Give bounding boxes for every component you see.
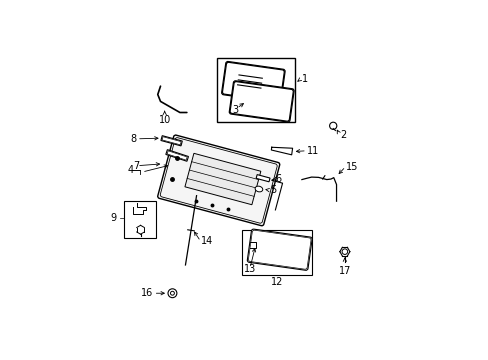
- Text: 5: 5: [269, 185, 276, 195]
- Text: 10: 10: [158, 115, 170, 125]
- Text: 13: 13: [244, 264, 256, 274]
- FancyBboxPatch shape: [158, 135, 279, 226]
- Bar: [165, 150, 188, 161]
- FancyBboxPatch shape: [230, 82, 293, 121]
- Bar: [167, 151, 187, 160]
- Text: 16: 16: [141, 288, 153, 298]
- Text: 1: 1: [301, 74, 307, 84]
- Text: 15: 15: [346, 162, 358, 172]
- Bar: [217, 58, 294, 122]
- FancyBboxPatch shape: [248, 230, 310, 269]
- Text: 9: 9: [110, 213, 117, 223]
- Bar: [123, 201, 155, 238]
- Bar: [161, 136, 182, 146]
- Text: 12: 12: [270, 277, 283, 287]
- FancyBboxPatch shape: [222, 62, 284, 102]
- Text: 3: 3: [232, 105, 238, 115]
- FancyBboxPatch shape: [160, 138, 277, 223]
- FancyBboxPatch shape: [229, 81, 293, 122]
- FancyBboxPatch shape: [247, 229, 311, 270]
- Text: 4: 4: [127, 165, 133, 175]
- Bar: [241, 230, 312, 275]
- Bar: [184, 153, 260, 205]
- Bar: [256, 175, 269, 182]
- Text: 6: 6: [275, 174, 281, 184]
- Bar: [162, 137, 181, 145]
- Ellipse shape: [255, 186, 262, 192]
- Text: 2: 2: [340, 130, 346, 140]
- Text: 14: 14: [201, 237, 213, 246]
- FancyBboxPatch shape: [221, 62, 285, 103]
- Text: 8: 8: [130, 134, 136, 144]
- Text: 11: 11: [307, 146, 319, 156]
- Text: 7: 7: [133, 161, 139, 171]
- Text: 17: 17: [338, 266, 350, 275]
